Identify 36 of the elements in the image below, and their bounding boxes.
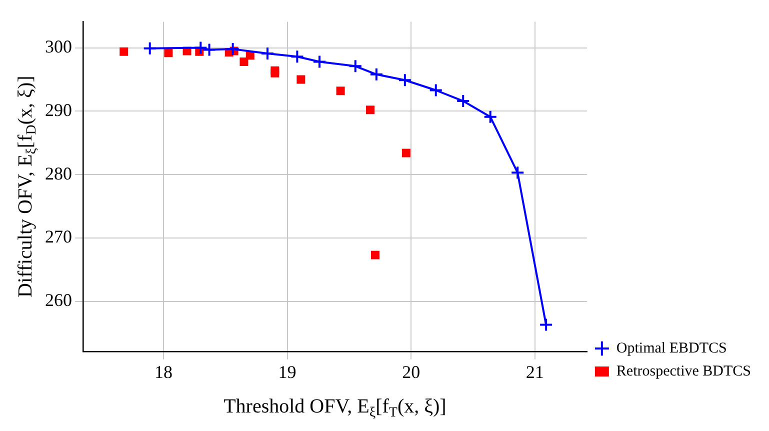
point bbox=[398, 73, 412, 88]
y-tick-label: 280 bbox=[45, 163, 72, 184]
point bbox=[312, 54, 326, 69]
x-tick-label: 21 bbox=[526, 362, 544, 382]
point bbox=[240, 57, 248, 66]
point bbox=[336, 86, 345, 96]
legend-label: Optimal EBDTCS bbox=[616, 340, 727, 356]
point bbox=[296, 75, 306, 84]
point bbox=[202, 42, 216, 57]
point bbox=[510, 166, 525, 180]
x-tick-label: 18 bbox=[154, 362, 172, 382]
point bbox=[539, 318, 554, 332]
y-tick-label: 300 bbox=[45, 36, 72, 57]
point bbox=[370, 250, 380, 260]
point bbox=[366, 106, 374, 114]
point bbox=[164, 48, 173, 58]
point bbox=[483, 110, 498, 124]
legend-label: Retrospective BDTCS bbox=[616, 363, 752, 380]
point bbox=[428, 83, 443, 98]
point bbox=[369, 67, 384, 82]
point bbox=[290, 50, 304, 64]
x-tick-label: 20 bbox=[402, 362, 420, 382]
point bbox=[194, 40, 208, 55]
point bbox=[120, 47, 128, 56]
y-tick-label: 270 bbox=[45, 226, 72, 247]
point bbox=[402, 148, 410, 158]
point bbox=[142, 41, 157, 56]
point bbox=[226, 42, 240, 56]
point bbox=[456, 94, 470, 108]
y-axis-title: Difficulty OFV, Eξ[fD(x, ξ)] bbox=[14, 76, 40, 298]
point bbox=[348, 59, 362, 74]
point bbox=[270, 68, 280, 78]
x-tick-label: 19 bbox=[278, 362, 296, 382]
y-tick-label: 290 bbox=[45, 100, 72, 120]
point bbox=[260, 46, 274, 60]
y-tick-label: 260 bbox=[45, 290, 72, 310]
